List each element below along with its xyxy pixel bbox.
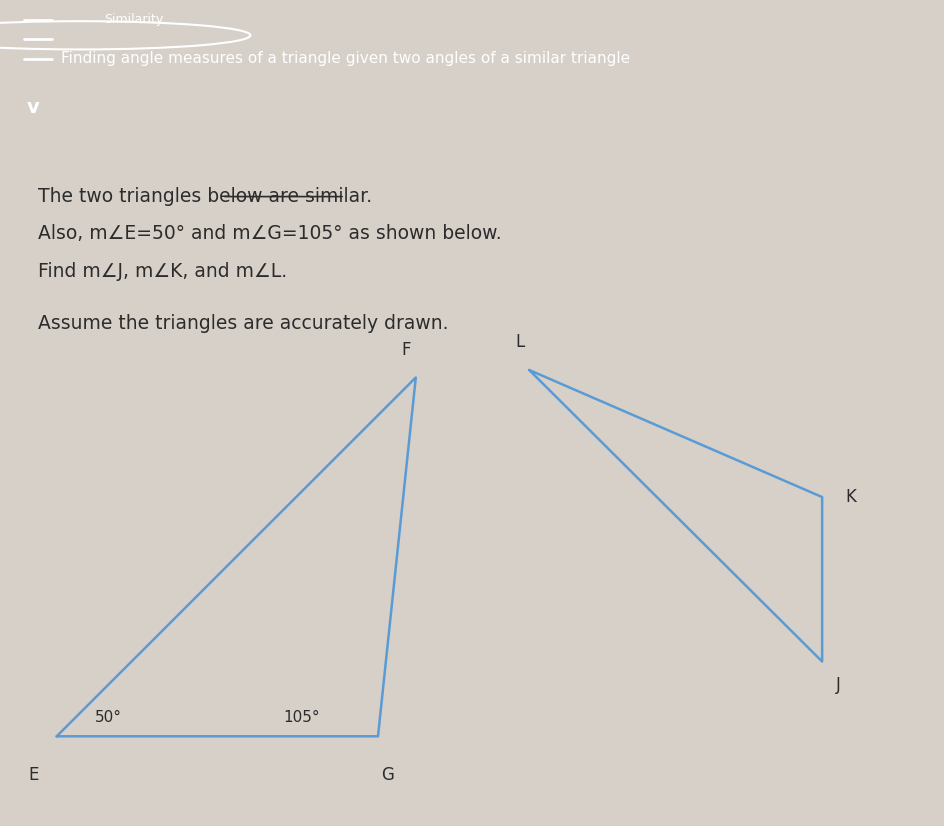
Text: J: J bbox=[835, 676, 840, 695]
Text: The two triangles below are: The two triangles below are bbox=[38, 187, 305, 206]
Text: Also, m∠E=50° and m∠G=105° as shown below.: Also, m∠E=50° and m∠G=105° as shown belo… bbox=[38, 224, 501, 243]
Text: G: G bbox=[380, 767, 394, 784]
Text: Find m∠J, m∠K, and m∠L.: Find m∠J, m∠K, and m∠L. bbox=[38, 262, 287, 281]
Text: L: L bbox=[514, 334, 524, 351]
Text: Finding angle measures of a triangle given two angles of a similar triangle: Finding angle measures of a triangle giv… bbox=[61, 51, 630, 66]
Text: Assume the triangles are accurately drawn.: Assume the triangles are accurately draw… bbox=[38, 314, 447, 333]
Text: F: F bbox=[401, 341, 411, 358]
Text: 105°: 105° bbox=[283, 710, 320, 725]
Text: K: K bbox=[845, 488, 856, 506]
Text: E: E bbox=[28, 767, 38, 784]
Text: The two triangles below are similar.: The two triangles below are similar. bbox=[38, 187, 372, 206]
Text: 50°: 50° bbox=[94, 710, 122, 725]
Text: Similarity: Similarity bbox=[104, 13, 163, 26]
Text: v: v bbox=[26, 98, 40, 117]
